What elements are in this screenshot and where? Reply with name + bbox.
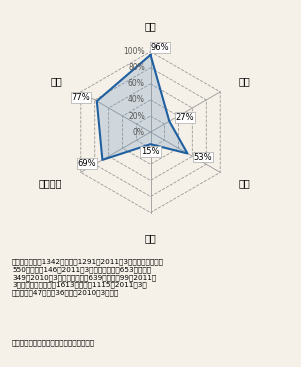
Text: 100%: 100% — [123, 47, 145, 56]
Text: 内水: 内水 — [239, 76, 250, 86]
Text: 15%: 15% — [141, 147, 160, 156]
Text: 96%: 96% — [150, 43, 169, 52]
Text: 洪水: 洪水 — [144, 21, 157, 31]
Text: 火山: 火山 — [51, 76, 62, 86]
Text: 27%: 27% — [175, 113, 194, 122]
Text: 0%: 0% — [133, 128, 145, 137]
Text: 69%: 69% — [77, 159, 96, 168]
Polygon shape — [97, 55, 188, 160]
Text: 津波: 津波 — [239, 178, 250, 188]
Text: 53%: 53% — [194, 153, 212, 161]
Text: 80%: 80% — [128, 63, 145, 72]
Text: 高潮: 高潮 — [144, 233, 157, 244]
Text: 40%: 40% — [128, 95, 145, 105]
Text: 60%: 60% — [128, 79, 145, 88]
Text: （注）　洪水：1342市町村中1291（2011年3月末）、内水：約
550市町村中146（2011年3月末）、津波：653市町村中
349（2010年3月末）: （注） 洪水：1342市町村中1291（2011年3月末）、内水：約 550市町… — [12, 259, 164, 296]
Text: 20%: 20% — [128, 112, 145, 120]
Text: 土砂災害: 土砂災害 — [39, 178, 62, 188]
Text: 77%: 77% — [72, 93, 91, 102]
Text: 資料）内閣府及び国土交通省資料より作成: 資料）内閣府及び国土交通省資料より作成 — [12, 339, 95, 346]
